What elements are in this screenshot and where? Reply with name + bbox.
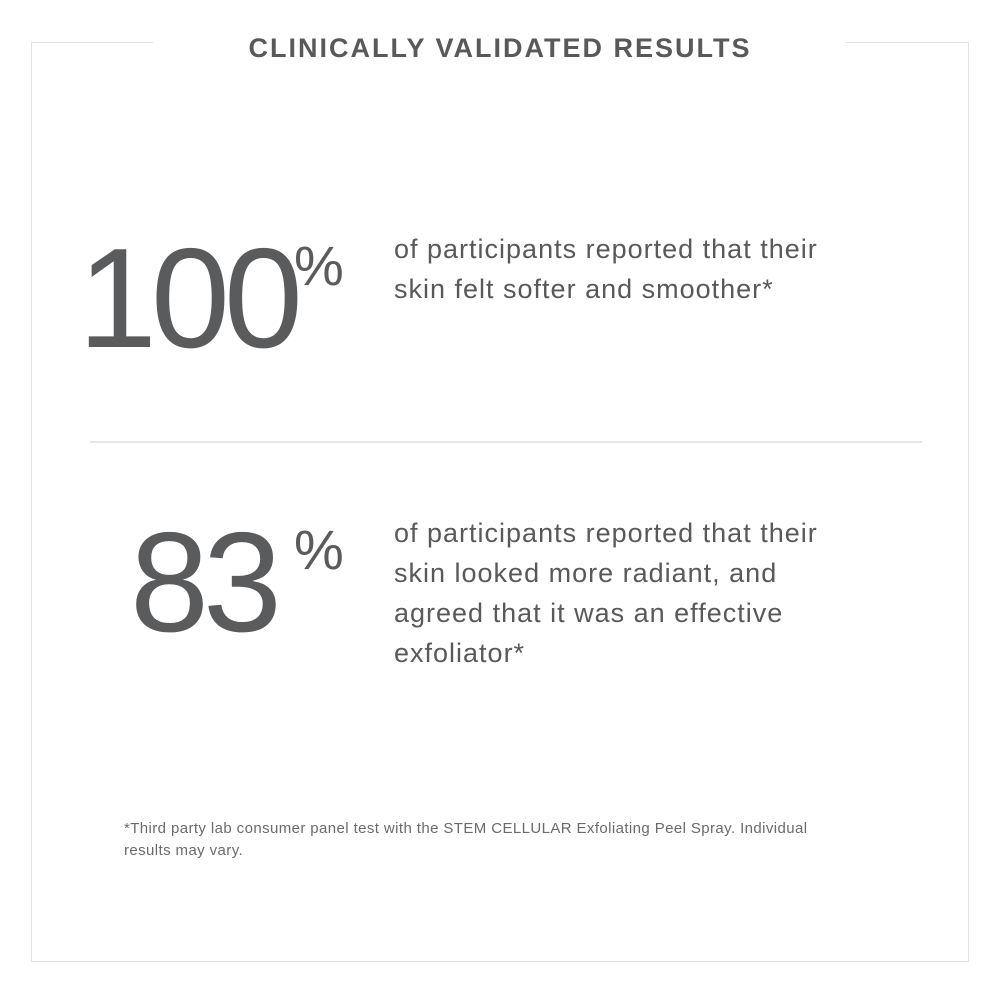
stat-percent-sign: % <box>294 234 344 297</box>
stat-value: 83 <box>130 503 282 662</box>
frame-right-border <box>968 42 969 962</box>
disclaimer-footnote: *Third party lab consumer panel test wit… <box>124 820 808 859</box>
section-divider <box>90 441 922 443</box>
stat-percent-sign: % <box>294 518 344 581</box>
page-title: CLINICALLY VALIDATED RESULTS <box>248 33 752 63</box>
stat-description: of participants reported that their skin… <box>394 234 818 304</box>
frame-bottom-border <box>31 961 969 962</box>
frame-top-left-border <box>31 42 153 43</box>
frame-top-right-border <box>845 42 969 43</box>
stat-value: 100 <box>78 219 303 378</box>
stat-description: of participants reported that their skin… <box>394 518 818 668</box>
frame-left-border <box>31 42 32 962</box>
